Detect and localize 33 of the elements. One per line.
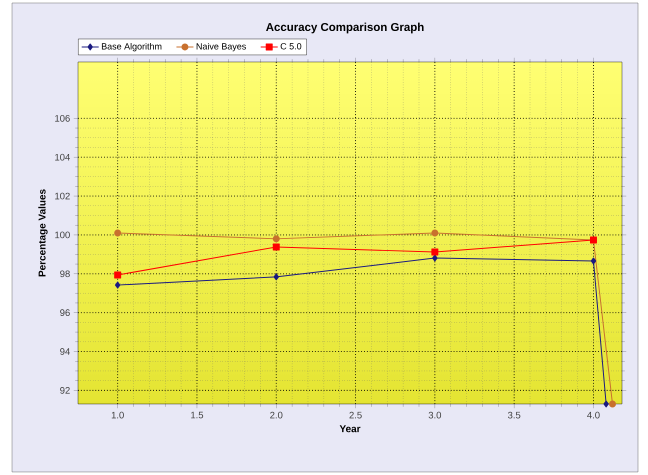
legend-label: Naive Bayes — [196, 42, 246, 52]
point — [431, 229, 438, 236]
x-tick-label: 1.5 — [191, 412, 204, 418]
point — [114, 282, 120, 289]
x-tick-label: 4.0 — [587, 412, 600, 418]
point — [590, 257, 596, 264]
point — [603, 400, 609, 408]
point — [272, 243, 280, 250]
point — [114, 271, 122, 278]
y-tick-label: 100 — [55, 232, 70, 238]
x-tick-label: 2.0 — [270, 412, 282, 418]
chart-title: Accuracy Comparison Graph — [266, 22, 424, 34]
y-tick-label: 98 — [60, 270, 70, 278]
x-tick-label: 3.5 — [508, 412, 520, 418]
y-tick-label: 104 — [55, 154, 70, 161]
y-tick-label: 92 — [60, 387, 70, 394]
x-tick-label: 2.5 — [349, 412, 362, 418]
point — [432, 254, 438, 262]
x-axis-title: Year — [340, 425, 360, 432]
legend-label: Base Algorithm — [102, 42, 162, 52]
point — [274, 273, 279, 280]
point — [431, 248, 438, 256]
x-tick-label: 3.0 — [428, 412, 442, 418]
y-axis-title: Percentage Values — [38, 189, 48, 276]
y-tick-label: 96 — [60, 309, 70, 316]
point — [609, 400, 616, 408]
y-tick-label: 106 — [55, 114, 70, 122]
x-tick-label: 1.0 — [112, 412, 124, 418]
legend-label: C 5.0 — [280, 43, 302, 50]
point — [114, 229, 122, 236]
point — [272, 235, 280, 242]
y-tick-label: 102 — [55, 192, 70, 200]
y-tick-label: 94 — [60, 348, 70, 355]
